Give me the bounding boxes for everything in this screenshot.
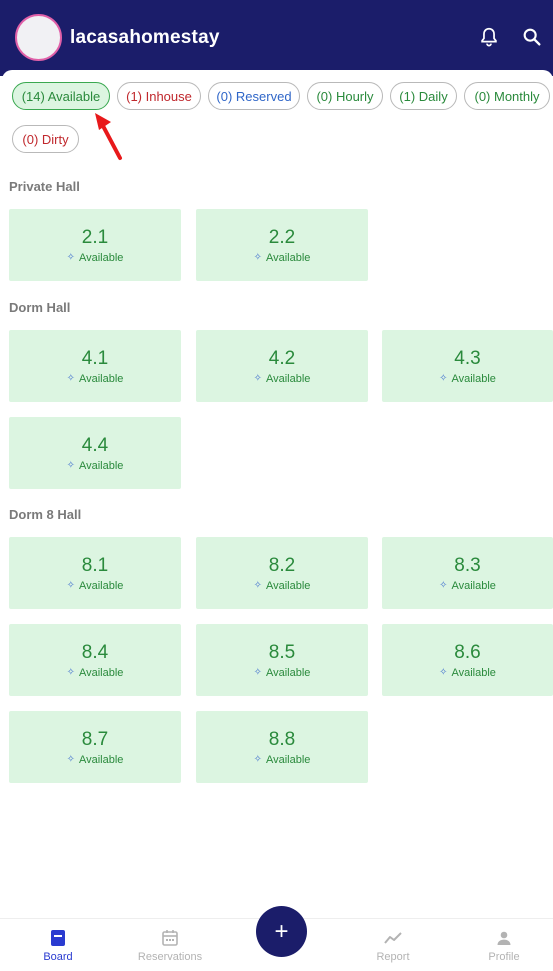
room-card[interactable]: 8.5 ✧ Available — [196, 624, 368, 696]
filter-chip-dirty[interactable]: (0) Dirty — [12, 125, 79, 153]
room-card[interactable]: 8.6 ✧ Available — [382, 624, 553, 696]
room-card[interactable]: 4.1 ✧ Available — [9, 330, 181, 402]
sparkle-icon: ✧ — [253, 667, 262, 678]
nav-item-profile[interactable]: Profile — [454, 929, 553, 963]
room-card[interactable]: 2.1 ✧ Available — [9, 209, 181, 281]
room-card[interactable]: 4.3 ✧ Available — [382, 330, 553, 402]
room-number: 2.2 — [268, 226, 296, 248]
chart-line-icon — [384, 932, 402, 944]
sparkle-icon: ✧ — [66, 754, 75, 765]
board-icon — [51, 930, 65, 946]
filter-chip-daily[interactable]: (1) Daily — [390, 82, 457, 110]
room-number: 4.1 — [81, 347, 109, 369]
sparkle-icon: ✧ — [439, 373, 448, 384]
chip-label: (0) Monthly — [474, 88, 540, 104]
room-status: Available — [451, 579, 496, 592]
room-number: 8.3 — [454, 554, 481, 576]
section-title-dorm-8-hall: Dorm 8 Hall — [9, 507, 82, 522]
room-status: Available — [78, 753, 124, 766]
filter-chip-monthly[interactable]: (0) Monthly — [464, 82, 550, 110]
sparkle-icon: ✧ — [439, 580, 448, 591]
room-card[interactable]: 4.2 ✧ Available — [196, 330, 368, 402]
room-number: 8.2 — [268, 554, 296, 576]
bell-icon[interactable] — [478, 26, 500, 48]
section-title-dorm-hall: Dorm Hall — [9, 300, 71, 315]
calendar-icon — [162, 930, 178, 946]
nav-item-reservations[interactable]: Reservations — [120, 929, 220, 963]
sparkle-icon: ✧ — [66, 460, 75, 471]
board-content — [2, 70, 553, 920]
person-icon — [497, 931, 511, 945]
chip-label: (0) Reserved — [216, 88, 292, 104]
room-number: 8.1 — [81, 554, 109, 576]
room-status: Available — [265, 251, 311, 264]
room-card[interactable]: 4.4 ✧ Available — [9, 417, 181, 489]
room-card[interactable]: 8.4 ✧ Available — [9, 624, 181, 696]
room-status: Available — [265, 666, 311, 679]
sparkle-icon: ✧ — [66, 667, 75, 678]
room-status: Available — [78, 459, 124, 472]
room-card[interactable]: 2.2 ✧ Available — [196, 209, 368, 281]
add-button[interactable]: + — [256, 906, 307, 957]
room-status: Available — [78, 372, 124, 385]
pointer-arrow-icon — [95, 113, 122, 160]
room-number: 4.3 — [454, 347, 481, 369]
sparkle-icon: ✧ — [253, 754, 262, 765]
room-status: Available — [78, 579, 124, 592]
nav-label: Reservations — [137, 951, 203, 963]
room-card[interactable]: 8.3 ✧ Available — [382, 537, 553, 609]
room-status: Available — [451, 666, 496, 679]
app-title: lacasahomestay — [70, 27, 220, 48]
room-number: 8.5 — [268, 641, 296, 663]
room-number: 4.4 — [81, 434, 109, 456]
sparkle-icon: ✧ — [66, 252, 75, 263]
chip-label: (0) Dirty — [22, 131, 69, 147]
nav-label: Report — [376, 951, 410, 963]
filter-chip-hourly[interactable]: (0) Hourly — [307, 82, 383, 110]
search-icon[interactable] — [521, 26, 543, 48]
room-status: Available — [265, 372, 311, 385]
chip-label: (0) Hourly — [316, 88, 374, 104]
chip-label: (14) Available — [21, 88, 101, 104]
nav-label: Board — [43, 951, 73, 963]
room-number: 8.7 — [81, 728, 109, 750]
filter-chip-reserved[interactable]: (0) Reserved — [208, 82, 300, 110]
room-number: 8.6 — [454, 641, 481, 663]
sparkle-icon: ✧ — [66, 580, 75, 591]
app-header: lacasahomestay — [0, 0, 553, 76]
sparkle-icon: ✧ — [253, 373, 262, 384]
sparkle-icon: ✧ — [66, 373, 75, 384]
room-status: Available — [78, 251, 124, 264]
filter-chip-inhouse[interactable]: (1) Inhouse — [117, 82, 201, 110]
room-number: 2.1 — [81, 226, 109, 248]
avatar[interactable] — [15, 14, 62, 61]
chip-label: (1) Inhouse — [126, 88, 192, 104]
nav-item-board[interactable]: Board — [8, 929, 108, 963]
room-card[interactable]: 8.8 ✧ Available — [196, 711, 368, 783]
room-card[interactable]: 8.2 ✧ Available — [196, 537, 368, 609]
sparkle-icon: ✧ — [253, 580, 262, 591]
room-status: Available — [78, 666, 124, 679]
sparkle-icon: ✧ — [439, 667, 448, 678]
chip-label: (1) Daily — [399, 88, 448, 104]
filter-chip-available[interactable]: (14) Available — [12, 82, 110, 110]
nav-label: Profile — [488, 951, 520, 963]
room-number: 8.4 — [81, 641, 109, 663]
section-title-private-hall: Private Hall — [9, 179, 80, 194]
sparkle-icon: ✧ — [253, 252, 262, 263]
room-card[interactable]: 8.1 ✧ Available — [9, 537, 181, 609]
room-number: 8.8 — [268, 728, 296, 750]
room-status: Available — [265, 753, 311, 766]
nav-item-report[interactable]: Report — [343, 929, 443, 963]
room-card[interactable]: 8.7 ✧ Available — [9, 711, 181, 783]
room-status: Available — [451, 372, 496, 385]
room-number: 4.2 — [268, 347, 296, 369]
room-status: Available — [265, 579, 311, 592]
